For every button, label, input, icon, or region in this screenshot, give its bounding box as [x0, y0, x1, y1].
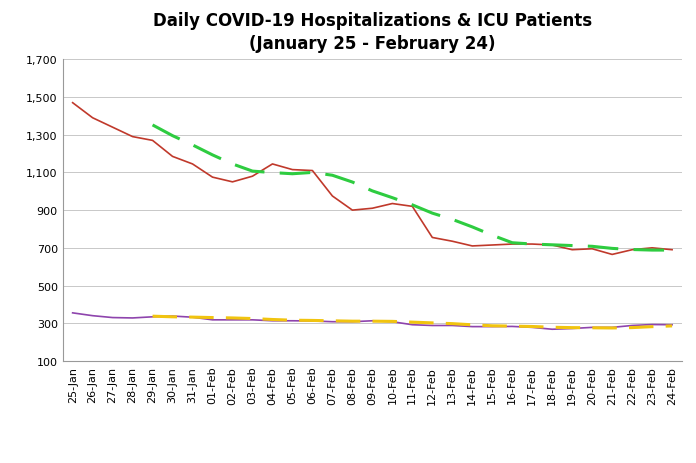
Title: Daily COVID-19 Hospitalizations & ICU Patients
(January 25 - February 24): Daily COVID-19 Hospitalizations & ICU Pa…: [153, 12, 592, 53]
